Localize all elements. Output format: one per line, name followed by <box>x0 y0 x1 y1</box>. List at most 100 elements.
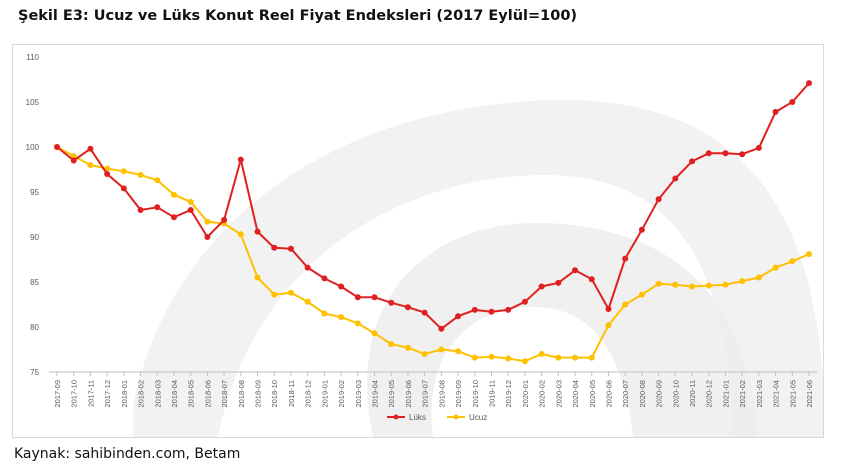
watermark-outer-arc <box>133 99 823 437</box>
y-tick-label: 75 <box>30 368 39 377</box>
data-point <box>521 358 528 365</box>
data-point <box>287 289 294 296</box>
x-tick-label: 2020-04 <box>571 380 580 408</box>
legend-label: Ucuz <box>469 413 487 422</box>
x-tick-label: 2019-03 <box>354 380 363 408</box>
data-point <box>204 218 211 225</box>
x-tick-label: 2021-05 <box>788 380 797 408</box>
x-tick-label: 2019-09 <box>454 380 463 408</box>
chart-title: Şekil E3: Ucuz ve Lüks Konut Reel Fiyat … <box>18 8 578 24</box>
x-tick-label: 2020-05 <box>588 380 597 408</box>
data-point <box>588 276 595 283</box>
x-tick-label: 2020-08 <box>638 380 647 408</box>
x-tick-label: 2019-12 <box>504 380 513 408</box>
data-point <box>338 314 345 321</box>
data-point <box>137 171 144 178</box>
data-point <box>421 309 428 316</box>
x-tick-label: 2021-06 <box>805 380 814 408</box>
line-chart: 75 80 85 90 95 100 105 110 2017-09 2017-10 2017-11… <box>26 53 823 437</box>
data-point <box>572 267 579 274</box>
data-point <box>187 198 194 205</box>
x-tick-label: 2020-03 <box>554 380 563 408</box>
x-tick-label: 2021-04 <box>772 380 781 408</box>
legend-label: Lüks <box>409 413 426 422</box>
data-point <box>755 274 762 281</box>
x-tick-label: 2020-07 <box>621 380 630 408</box>
data-point <box>170 214 177 221</box>
y-tick-label: 85 <box>30 278 39 287</box>
chart-frame: 75 80 85 90 95 100 105 110 2017-09 2017-10 2017-11… <box>12 44 824 438</box>
x-tick-label: 2018-03 <box>153 380 162 408</box>
data-point <box>254 274 261 281</box>
data-point <box>722 150 729 157</box>
data-point <box>555 279 562 286</box>
data-point <box>438 346 445 353</box>
data-point <box>505 306 512 313</box>
x-tick-label: 2020-01 <box>521 380 530 408</box>
x-tick-label: 2020-02 <box>538 380 547 408</box>
data-point <box>655 280 662 287</box>
data-point <box>505 355 512 362</box>
data-point <box>672 281 679 288</box>
data-point <box>638 291 645 298</box>
data-point <box>154 177 161 184</box>
data-point <box>70 157 77 164</box>
data-point <box>371 330 378 337</box>
data-point <box>739 278 746 285</box>
data-point <box>104 171 111 177</box>
data-point <box>404 344 411 351</box>
series-line <box>56 82 810 330</box>
x-tick-label: 2019-01 <box>320 380 329 408</box>
x-tick-label: 2019-04 <box>371 380 380 408</box>
y-tick-label: 95 <box>30 188 39 197</box>
data-point <box>170 191 177 198</box>
data-point <box>471 354 478 361</box>
data-point <box>705 150 712 157</box>
data-point <box>354 320 361 327</box>
data-point <box>672 175 679 182</box>
x-tick-label: 2017-12 <box>103 380 112 408</box>
data-point <box>204 234 211 240</box>
data-point <box>120 185 127 192</box>
legend-swatch-marker <box>453 414 459 420</box>
data-point <box>271 244 278 251</box>
data-point <box>237 156 244 163</box>
data-point <box>772 264 779 271</box>
data-point <box>321 310 328 317</box>
data-point <box>388 341 395 348</box>
data-point <box>789 258 796 265</box>
data-point <box>488 353 495 360</box>
x-tick-label: 2018-07 <box>220 380 229 408</box>
x-tick-label: 2019-11 <box>487 380 496 407</box>
watermark-arc <box>367 222 758 437</box>
y-axis: 75 80 85 90 95 100 105 110 <box>26 53 40 377</box>
data-point <box>655 196 662 203</box>
x-tick-label: 2021-03 <box>755 380 764 408</box>
x-tick-label: 2019-05 <box>387 380 396 408</box>
x-tick-label: 2018-08 <box>237 380 246 408</box>
x-tick-label: 2018-02 <box>137 380 146 408</box>
x-tick-label: 2019-02 <box>337 380 346 408</box>
data-point <box>338 283 345 290</box>
data-point <box>739 151 746 158</box>
data-point <box>87 145 94 152</box>
x-tick-label: 2018-11 <box>287 380 296 407</box>
data-point <box>622 255 629 262</box>
y-tick-label: 80 <box>30 323 39 332</box>
x-tick-label: 2020-09 <box>655 380 664 408</box>
x-tick-label: 2017-10 <box>70 380 79 408</box>
x-tick-label: 2018-09 <box>254 380 263 408</box>
data-point <box>455 313 462 320</box>
x-tick-label: 2018-06 <box>203 380 212 408</box>
x-tick-label: 2020-11 <box>688 380 697 407</box>
data-point <box>806 251 812 258</box>
x-tick-label: 2018-04 <box>170 380 179 408</box>
legend-swatch-marker <box>393 414 399 420</box>
data-point <box>605 322 612 329</box>
data-point <box>572 354 579 361</box>
x-tick-label: 2018-05 <box>187 380 196 408</box>
data-point <box>471 306 478 313</box>
data-point <box>388 299 395 306</box>
data-point <box>354 294 361 301</box>
data-point <box>404 304 411 311</box>
